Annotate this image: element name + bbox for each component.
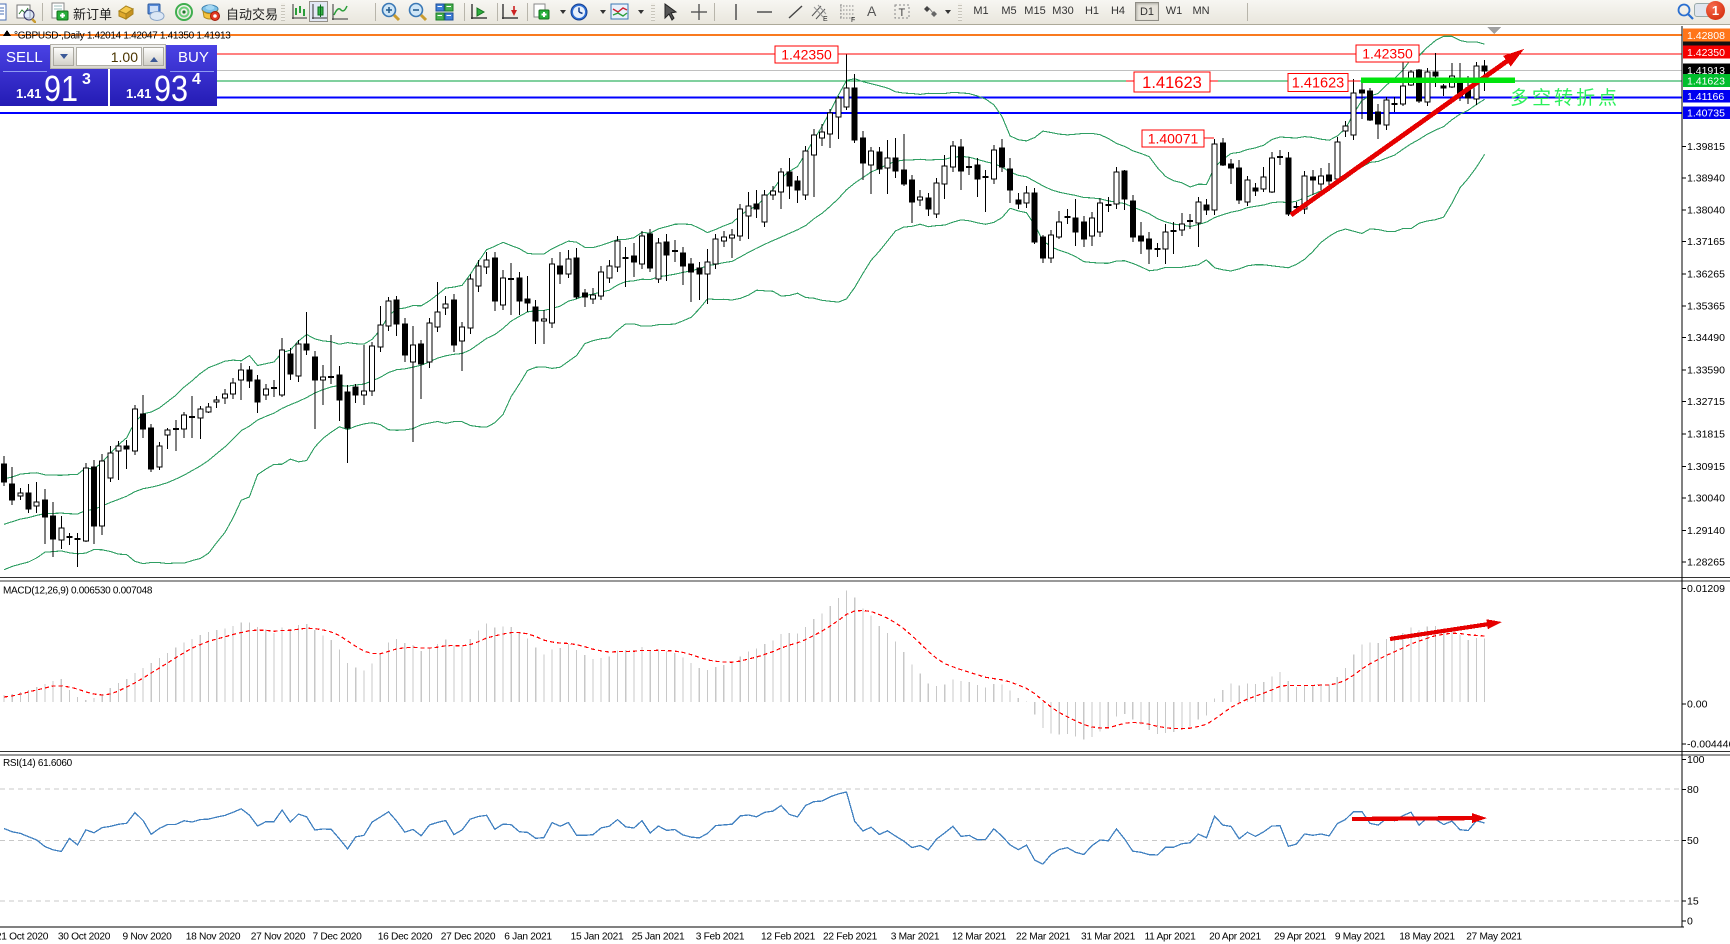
- svg-text:1.38040: 1.38040: [1687, 204, 1725, 216]
- svg-text:18 Nov 2020: 18 Nov 2020: [186, 932, 241, 943]
- svg-text:11 Apr 2021: 11 Apr 2021: [1145, 932, 1197, 943]
- svg-text:1.32715: 1.32715: [1687, 396, 1725, 408]
- svg-text:20 Apr 2021: 20 Apr 2021: [1209, 932, 1261, 943]
- svg-text:1.34490: 1.34490: [1687, 332, 1725, 344]
- svg-text:25 Jan 2021: 25 Jan 2021: [632, 932, 685, 943]
- svg-text:15: 15: [1687, 896, 1699, 908]
- svg-text:1.41913: 1.41913: [1687, 65, 1725, 77]
- svg-text:1.41623: 1.41623: [1292, 76, 1344, 92]
- svg-text:3 Feb 2021: 3 Feb 2021: [696, 932, 745, 943]
- svg-text:1.40735: 1.40735: [1687, 108, 1725, 120]
- svg-text:31 Mar 2021: 31 Mar 2021: [1081, 932, 1136, 943]
- svg-text:30 Oct 2020: 30 Oct 2020: [58, 932, 111, 943]
- svg-text:15 Jan 2021: 15 Jan 2021: [571, 932, 624, 943]
- svg-text:T: T: [899, 7, 906, 19]
- svg-text:80: 80: [1687, 784, 1699, 796]
- svg-text:18 May 2021: 18 May 2021: [1399, 932, 1455, 943]
- svg-text:F: F: [851, 17, 855, 23]
- svg-text:27 May 2021: 27 May 2021: [1466, 932, 1522, 943]
- svg-text:-0.004446: -0.004446: [1687, 739, 1730, 751]
- svg-text:0: 0: [1687, 916, 1693, 928]
- svg-text:100: 100: [1687, 754, 1705, 766]
- svg-text:1.30040: 1.30040: [1687, 492, 1725, 504]
- svg-text:1.40071: 1.40071: [1148, 131, 1199, 147]
- svg-text:0.00: 0.00: [1687, 699, 1708, 711]
- svg-text:1.28265: 1.28265: [1687, 556, 1725, 568]
- svg-text:1.41623: 1.41623: [1687, 75, 1725, 87]
- svg-text:7 Dec 2020: 7 Dec 2020: [312, 932, 362, 943]
- svg-text:1.36265: 1.36265: [1687, 268, 1725, 280]
- svg-text:21 Oct 2020: 21 Oct 2020: [0, 932, 49, 943]
- svg-text:27 Dec 2020: 27 Dec 2020: [441, 932, 496, 943]
- svg-text:1.42350: 1.42350: [781, 47, 832, 63]
- svg-text:1.41166: 1.41166: [1687, 91, 1724, 103]
- svg-text:MACD(12,26,9) 0.006530 0.00704: MACD(12,26,9) 0.006530 0.007048: [3, 586, 153, 597]
- svg-text:0.01209: 0.01209: [1687, 583, 1725, 595]
- svg-text:9 May 2021: 9 May 2021: [1335, 932, 1386, 943]
- svg-text:1.42350: 1.42350: [1687, 47, 1725, 59]
- svg-text:°GBPUSD-,Daily 1.42014 1.4204: °GBPUSD-,Daily 1.42014 1.42047 1.41350 1…: [14, 31, 231, 42]
- svg-text:1.33590: 1.33590: [1687, 365, 1725, 377]
- svg-text:1.39815: 1.39815: [1687, 141, 1725, 153]
- svg-text:12 Feb 2021: 12 Feb 2021: [761, 932, 816, 943]
- svg-text:1.42350: 1.42350: [1362, 46, 1413, 62]
- svg-text:RSI(14) 61.6060: RSI(14) 61.6060: [3, 758, 73, 769]
- svg-text:1.38940: 1.38940: [1687, 172, 1725, 184]
- svg-text:多空转折点: 多空转折点: [1510, 87, 1620, 109]
- svg-text:1.42808: 1.42808: [1687, 30, 1725, 42]
- svg-text:27 Nov 2020: 27 Nov 2020: [251, 932, 306, 943]
- svg-text:50: 50: [1687, 835, 1699, 847]
- svg-text:12 Mar 2021: 12 Mar 2021: [952, 932, 1007, 943]
- svg-text:1.31815: 1.31815: [1687, 429, 1725, 441]
- svg-text:6 Jan 2021: 6 Jan 2021: [504, 932, 552, 943]
- svg-text:22 Mar 2021: 22 Mar 2021: [1016, 932, 1071, 943]
- svg-text:22 Feb 2021: 22 Feb 2021: [823, 932, 878, 943]
- svg-text:1.29140: 1.29140: [1687, 525, 1725, 537]
- svg-text:3 Mar 2021: 3 Mar 2021: [891, 932, 940, 943]
- svg-text:1.35365: 1.35365: [1687, 301, 1725, 313]
- svg-text:E: E: [823, 16, 828, 23]
- svg-text:29 Apr 2021: 29 Apr 2021: [1274, 932, 1326, 943]
- svg-text:1.37165: 1.37165: [1687, 236, 1725, 248]
- svg-text:1.30915: 1.30915: [1687, 461, 1725, 473]
- svg-text:1.41623: 1.41623: [1142, 74, 1202, 92]
- svg-text:9 Nov 2020: 9 Nov 2020: [122, 932, 172, 943]
- svg-text:16 Dec 2020: 16 Dec 2020: [378, 932, 433, 943]
